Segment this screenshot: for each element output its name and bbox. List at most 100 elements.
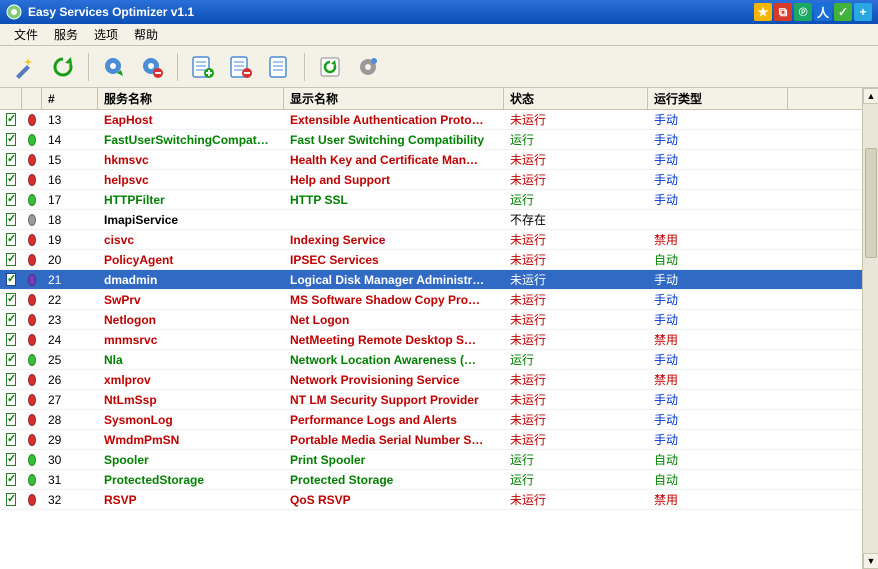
row-checkbox[interactable] xyxy=(6,253,16,266)
list-add-button[interactable] xyxy=(186,50,220,84)
row-checkbox[interactable] xyxy=(6,473,16,486)
services-table: # 服务名称 显示名称 状态 运行类型 13EapHostExtensible … xyxy=(0,88,878,569)
table-row[interactable]: 18ImapiService不存在 xyxy=(0,210,862,230)
col-number[interactable]: # xyxy=(42,88,98,109)
display-name: Print Spooler xyxy=(284,453,504,467)
table-row[interactable]: 17HTTPFilterHTTP SSL运行手动 xyxy=(0,190,862,210)
table-row[interactable]: 30SpoolerPrint Spooler运行自动 xyxy=(0,450,862,470)
row-checkbox[interactable] xyxy=(6,173,16,186)
row-checkbox[interactable] xyxy=(6,193,16,206)
display-name: Protected Storage xyxy=(284,473,504,487)
service-name: ProtectedStorage xyxy=(98,473,284,487)
table-row[interactable]: 27NtLmSspNT LM Security Support Provider… xyxy=(0,390,862,410)
state-label: 运行 xyxy=(504,351,648,368)
row-checkbox[interactable] xyxy=(6,233,16,246)
startup-type-label: 禁用 xyxy=(648,491,788,508)
table-row[interactable]: 32RSVPQoS RSVP未运行禁用 xyxy=(0,490,862,510)
startup-type-label: 手动 xyxy=(648,131,788,148)
startup-type-label: 自动 xyxy=(648,471,788,488)
row-checkbox[interactable] xyxy=(6,353,16,366)
row-checkbox[interactable] xyxy=(6,313,16,326)
state-label: 未运行 xyxy=(504,171,648,188)
service-name: HTTPFilter xyxy=(98,193,284,207)
scroll-thumb[interactable] xyxy=(865,148,877,258)
col-status-dot[interactable] xyxy=(22,88,42,109)
vertical-scrollbar[interactable]: ▲ ▼ xyxy=(862,88,878,569)
wizard-button[interactable] xyxy=(8,50,42,84)
table-row[interactable]: 21dmadminLogical Disk Manager Administr…… xyxy=(0,270,862,290)
reload-button[interactable] xyxy=(313,50,347,84)
menu-item[interactable]: 服务 xyxy=(46,24,86,45)
tray-icon[interactable]: ⧉ xyxy=(774,3,792,21)
scroll-down-button[interactable]: ▼ xyxy=(863,553,878,569)
startup-type-label: 手动 xyxy=(648,351,788,368)
col-checkbox[interactable] xyxy=(0,88,22,109)
list-remove-button[interactable] xyxy=(224,50,258,84)
service-name: PolicyAgent xyxy=(98,253,284,267)
scroll-up-button[interactable]: ▲ xyxy=(863,88,878,104)
col-display-name[interactable]: 显示名称 xyxy=(284,88,504,109)
tray-icon[interactable]: ✓ xyxy=(834,3,852,21)
table-row[interactable]: 15hkmsvcHealth Key and Certificate Man…未… xyxy=(0,150,862,170)
table-row[interactable]: 31ProtectedStorageProtected Storage运行自动 xyxy=(0,470,862,490)
list-button[interactable] xyxy=(262,50,296,84)
gear-start-button[interactable] xyxy=(97,50,131,84)
table-row[interactable]: 23NetlogonNet Logon未运行手动 xyxy=(0,310,862,330)
tray-icon[interactable]: 人 xyxy=(814,3,832,21)
window-title: Easy Services Optimizer v1.1 xyxy=(28,5,754,19)
state-label: 未运行 xyxy=(504,291,648,308)
table-row[interactable]: 28SysmonLogPerformance Logs and Alerts未运… xyxy=(0,410,862,430)
row-checkbox[interactable] xyxy=(6,273,16,286)
refresh-button[interactable] xyxy=(46,50,80,84)
table-row[interactable]: 14FastUserSwitchingCompat…Fast User Swit… xyxy=(0,130,862,150)
row-checkbox[interactable] xyxy=(6,113,16,126)
state-label: 未运行 xyxy=(504,311,648,328)
row-number: 19 xyxy=(42,233,98,247)
table-row[interactable]: 24mnmsrvcNetMeeting Remote Desktop S…未运行… xyxy=(0,330,862,350)
row-checkbox[interactable] xyxy=(6,153,16,166)
state-label: 未运行 xyxy=(504,231,648,248)
table-row[interactable]: 22SwPrvMS Software Shadow Copy Pro…未运行手动 xyxy=(0,290,862,310)
display-name: Health Key and Certificate Man… xyxy=(284,153,504,167)
table-row[interactable]: 29WmdmPmSNPortable Media Serial Number S… xyxy=(0,430,862,450)
startup-type-label: 手动 xyxy=(648,151,788,168)
row-number: 31 xyxy=(42,473,98,487)
menu-item[interactable]: 文件 xyxy=(6,24,46,45)
row-checkbox[interactable] xyxy=(6,433,16,446)
table-row[interactable]: 13EapHostExtensible Authentication Proto… xyxy=(0,110,862,130)
table-row[interactable]: 26xmlprovNetwork Provisioning Service未运行… xyxy=(0,370,862,390)
table-row[interactable]: 20PolicyAgentIPSEC Services未运行自动 xyxy=(0,250,862,270)
row-checkbox[interactable] xyxy=(6,293,16,306)
tray-icon[interactable]: ★ xyxy=(754,3,772,21)
row-checkbox[interactable] xyxy=(6,413,16,426)
row-checkbox[interactable] xyxy=(6,133,16,146)
row-checkbox[interactable] xyxy=(6,373,16,386)
startup-type-label: 手动 xyxy=(648,391,788,408)
tray-icon[interactable]: + xyxy=(854,3,872,21)
table-row[interactable]: 19cisvcIndexing Service未运行禁用 xyxy=(0,230,862,250)
state-label: 未运行 xyxy=(504,431,648,448)
table-row[interactable]: 16helpsvcHelp and Support未运行手动 xyxy=(0,170,862,190)
tray-icon[interactable]: ℗ xyxy=(794,3,812,21)
service-name: Netlogon xyxy=(98,313,284,327)
col-state[interactable]: 状态 xyxy=(504,88,648,109)
row-checkbox[interactable] xyxy=(6,493,16,506)
menu-item[interactable]: 帮助 xyxy=(126,24,166,45)
state-label: 运行 xyxy=(504,451,648,468)
settings-button[interactable] xyxy=(351,50,385,84)
menu-item[interactable]: 选项 xyxy=(86,24,126,45)
service-name: Spooler xyxy=(98,453,284,467)
col-startup-type[interactable]: 运行类型 xyxy=(648,88,788,109)
table-row[interactable]: 25NlaNetwork Location Awareness (…运行手动 xyxy=(0,350,862,370)
status-dot-icon xyxy=(28,294,36,306)
row-checkbox[interactable] xyxy=(6,393,16,406)
display-name: Fast User Switching Compatibility xyxy=(284,133,504,147)
state-label: 不存在 xyxy=(504,211,648,228)
row-number: 27 xyxy=(42,393,98,407)
row-checkbox[interactable] xyxy=(6,333,16,346)
row-number: 30 xyxy=(42,453,98,467)
col-service-name[interactable]: 服务名称 xyxy=(98,88,284,109)
gear-stop-button[interactable] xyxy=(135,50,169,84)
row-checkbox[interactable] xyxy=(6,213,16,226)
row-checkbox[interactable] xyxy=(6,453,16,466)
